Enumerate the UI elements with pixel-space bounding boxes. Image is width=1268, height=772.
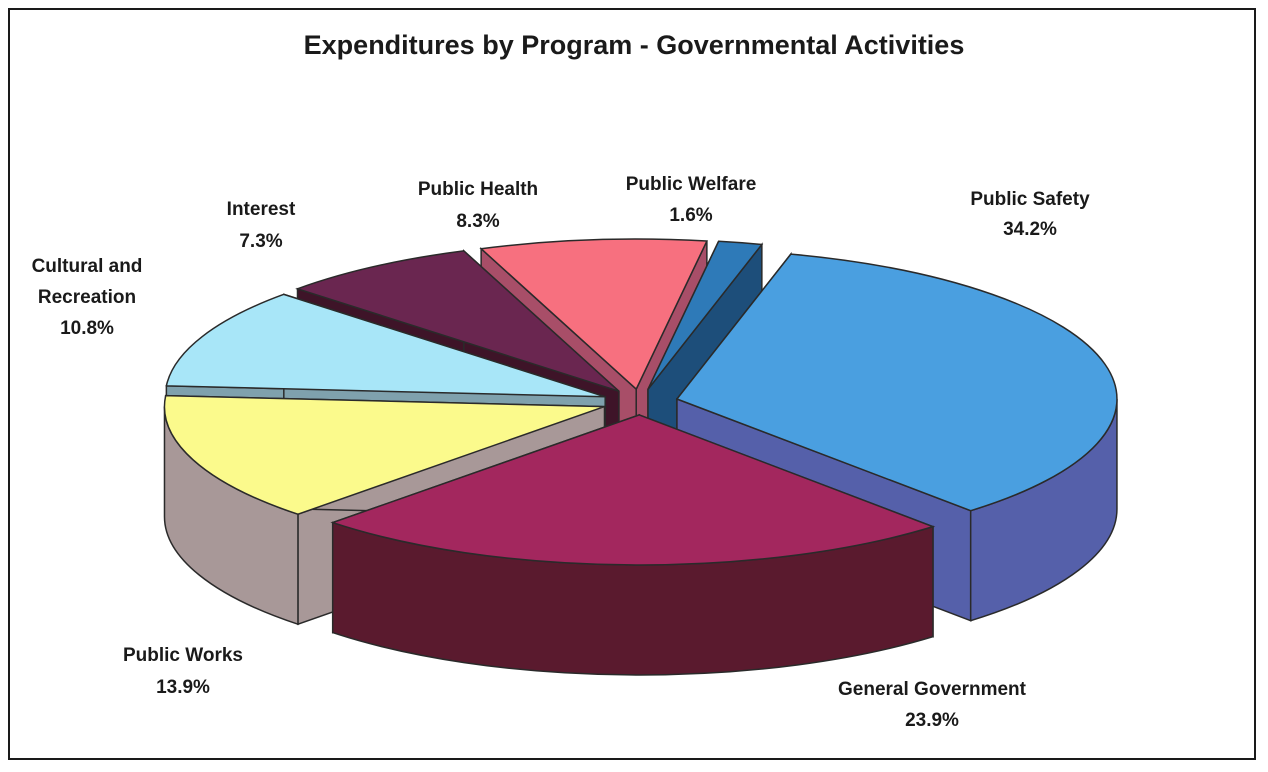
slice-top: [479, 238, 709, 391]
slice-label: Interest: [227, 199, 296, 220]
label-public-safety: Public Safety 34.2%: [970, 189, 1090, 240]
slice-label: Public Safety: [970, 189, 1090, 210]
chart-title: Expenditures by Program - Governmental A…: [303, 30, 965, 60]
slice-top: [165, 293, 606, 398]
slice-value: 8.3%: [456, 211, 499, 232]
slice-value: 1.6%: [669, 205, 712, 226]
slice-label-line1: Cultural and: [32, 256, 143, 277]
pie-slice-general-government: [330, 413, 936, 676]
slice-label: Public Health: [418, 179, 538, 200]
slice-label: Public Works: [123, 645, 243, 666]
label-cultural-and-recreation: Cultural and Recreation 10.8%: [32, 256, 143, 339]
slice-value: 34.2%: [1003, 219, 1057, 240]
slice-top: [163, 394, 605, 516]
label-public-welfare: Public Welfare 1.6%: [626, 174, 757, 226]
slice-value: 23.9%: [905, 710, 959, 731]
slice-label: Public Welfare: [626, 174, 757, 195]
slice-top: [330, 414, 936, 566]
label-public-works: Public Works 13.9%: [123, 645, 243, 698]
slice-top: [675, 253, 1118, 512]
slice-value: 10.8%: [60, 318, 114, 339]
label-general-government: General Government 23.9%: [838, 679, 1027, 731]
slice-label-line2: Recreation: [38, 287, 136, 308]
slice-top: [295, 250, 620, 392]
label-public-health: Public Health 8.3%: [418, 179, 538, 232]
slice-value: 13.9%: [156, 677, 210, 698]
label-interest: Interest 7.3%: [227, 199, 296, 252]
slice-label: General Government: [838, 679, 1027, 700]
slice-value: 7.3%: [239, 231, 282, 252]
slice-top: [647, 240, 764, 390]
